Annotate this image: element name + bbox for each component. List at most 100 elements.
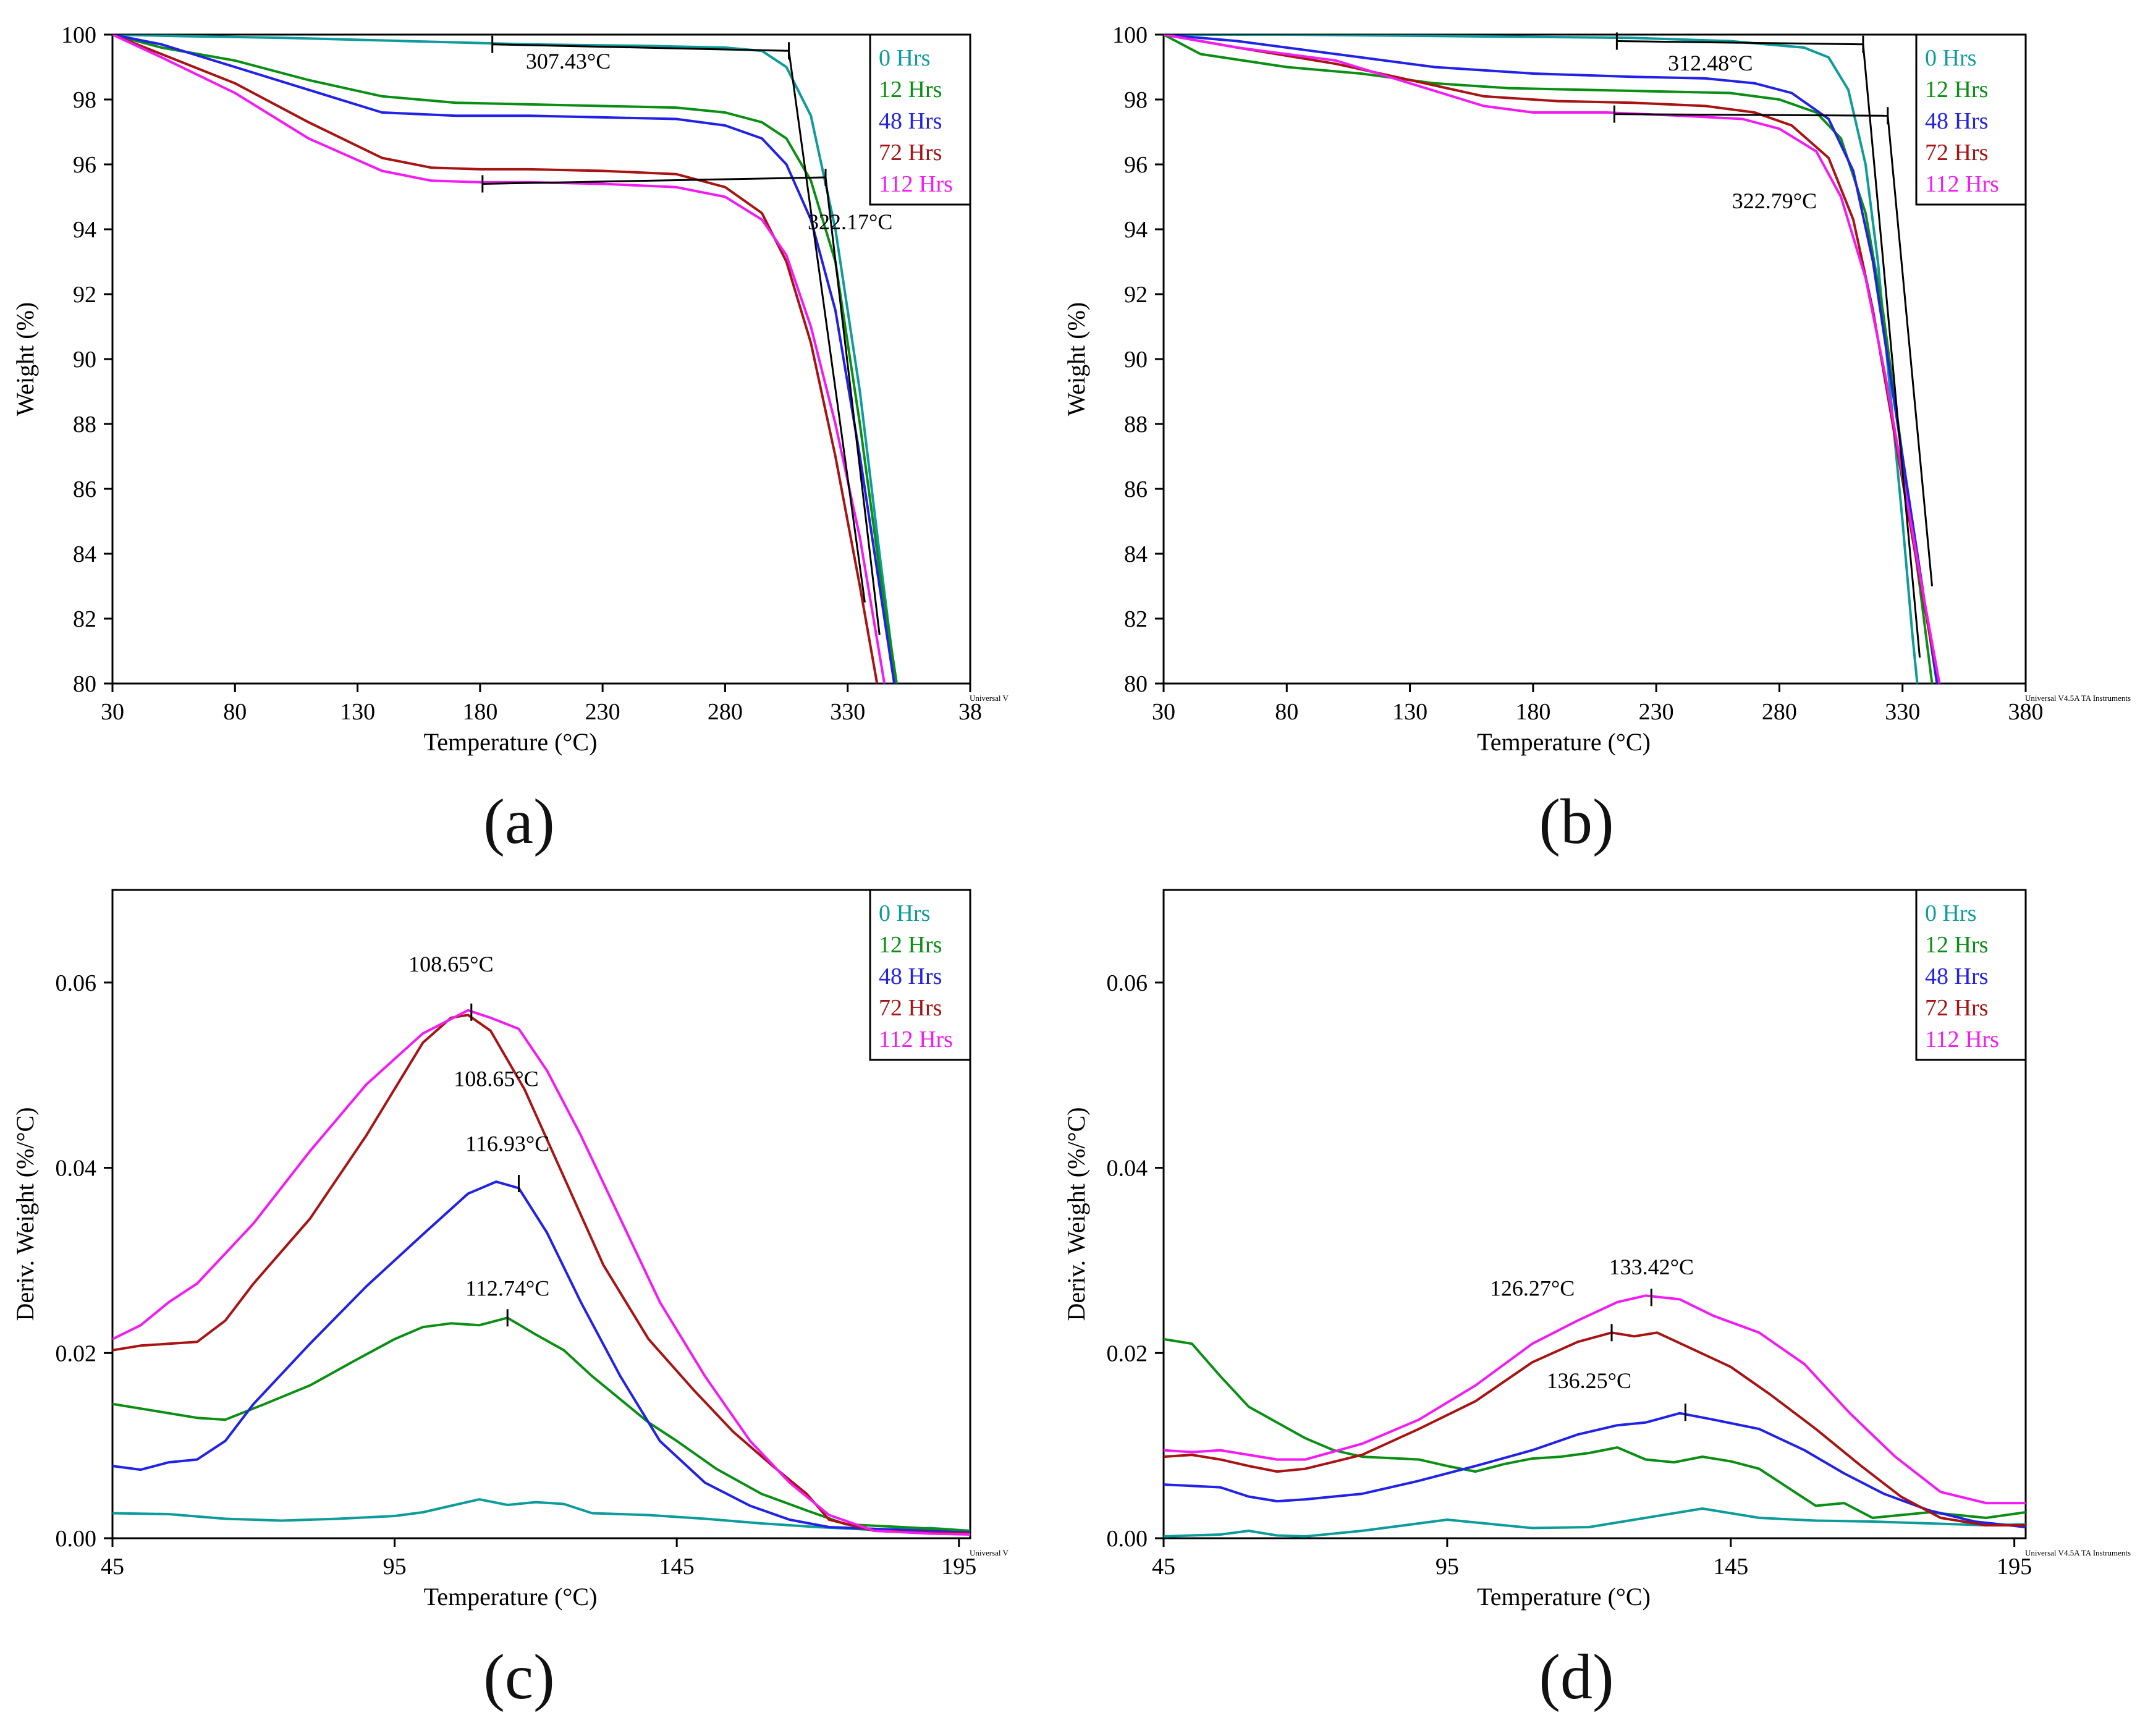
chart-a-x-axis-label: Temperature (°C) (424, 728, 598, 756)
chart-c-svg: 45 95 145 195 0.00 0.02 0.04 0.06 Temperature (°… (11, 889, 1009, 1611)
chart-b-legend-entry-0-hrs: 0 Hrs (1925, 45, 1976, 71)
chart-b-annotation-label: 312.48°C (1668, 51, 1753, 75)
chart-a-annotation-label: 307.43°C (526, 49, 611, 74)
chart-b-footer-text: Universal V4.5A TA Instruments (2025, 693, 2131, 703)
chart-a-ytick-label: 92 (73, 282, 96, 308)
chart-d-series-72-hrs (1164, 1331, 2026, 1526)
chart-c-y-axis-label: Deriv. Weight (%/°C) (11, 1107, 39, 1321)
chart-b-xtick-label: 280 (1762, 699, 1797, 725)
chart-b-svg: 30 80 130 180 230 280 330 380808284868890929496… (1062, 22, 2131, 756)
chart-c-series-0-hrs (112, 1498, 970, 1532)
panel-label-b: (b) (1539, 786, 1614, 857)
chart-c-plot-frame (111, 889, 971, 1539)
chart-c-xtick-label: 145 (659, 1554, 695, 1580)
chart-c-xtick-label: 95 (383, 1554, 407, 1580)
chart-d-series-12-hrs (1164, 1337, 2026, 1519)
chart-b-ytick-label: 88 (1124, 412, 1148, 438)
chart-b-y-axis-label: Weight (%) (1062, 302, 1090, 417)
chart-d-footer-text: Universal V4.5A TA Instruments (2025, 1548, 2131, 1557)
chart-a-onset-line (482, 176, 826, 185)
chart-b-ytick-label: 96 (1124, 152, 1148, 178)
chart-d-xtick-label: 195 (1997, 1554, 2032, 1580)
panel-label-c: (c) (483, 1641, 555, 1713)
chart-d-ytick-label: 0.04 (1107, 1156, 1148, 1182)
chart-c-xtick-label: 195 (941, 1554, 976, 1580)
chart-b-ytick-label: 94 (1124, 217, 1148, 243)
chart-a-xtick-label: 30 (101, 699, 124, 725)
panel-c: 45 95 145 195 0.00 0.02 0.04 0.06 Temperature (°… (0, 868, 1070, 1736)
chart-a-series-0-hrs (112, 35, 898, 684)
chart-d-annotation-label: 133.42°C (1609, 1255, 1694, 1279)
chart-b-xtick-label: 80 (1275, 699, 1298, 725)
chart-c-annotation-label: 112.74°C (465, 1276, 549, 1300)
chart-d-series-112-hrs (1164, 1294, 2026, 1505)
chart-d-annotation-label: 136.25°C (1547, 1368, 1631, 1393)
chart-c-ytick-label: 0.06 (56, 970, 97, 996)
chart-a-footer-text: Universal V (970, 693, 1009, 703)
chart-b-xtick-label: 130 (1392, 699, 1427, 725)
chart-d-xtick-label: 45 (1152, 1554, 1175, 1580)
chart-d-ytick-label: 0.00 (1107, 1526, 1148, 1552)
chart-b-annotation-label: 322.79°C (1732, 188, 1817, 213)
chart-a-ytick-label: 84 (73, 541, 96, 567)
chart-a-legend-entry-112-hrs: 112 Hrs (879, 171, 953, 197)
chart-b-legend-entry-48-hrs: 48 Hrs (1925, 108, 1988, 134)
chart-b-xtick-label: 30 (1152, 699, 1175, 725)
chart-b-legend-entry-12-hrs: 12 Hrs (1925, 77, 1988, 103)
chart-c-legend-entry-12-hrs: 12 Hrs (879, 932, 942, 958)
chart-a-legend-entry-72-hrs: 72 Hrs (879, 140, 942, 166)
chart-d-plot-frame (1162, 889, 2027, 1539)
chart-b-legend-box (1915, 33, 2027, 206)
chart-a-ytick-label: 94 (73, 217, 96, 243)
chart-c-series-48-hrs (112, 1180, 970, 1534)
chart-c-x-axis-label: Temperature (°C) (424, 1583, 598, 1611)
chart-a-ytick-label: 88 (73, 412, 96, 438)
chart-c-legend-entry-112-hrs: 112 Hrs (879, 1027, 953, 1052)
chart-b-series-0-hrs (1164, 35, 1919, 684)
chart-c-ytick-label: 0.02 (56, 1340, 97, 1366)
chart-a-ytick-label: 90 (73, 347, 96, 373)
chart-d-legend-entry-0-hrs: 0 Hrs (1925, 900, 1976, 926)
panel-a: 30 80 130 180 230 280 330 38 80 82 84 86 88 90 92 94 96 9… (0, 0, 1070, 868)
chart-b-ytick-label: 80 (1124, 671, 1148, 697)
chart-a-plot-frame (111, 33, 971, 685)
chart-a-series-72-hrs (112, 35, 879, 684)
chart-a-series-112-hrs (112, 35, 886, 684)
chart-a-annotation-label: 322.17°C (808, 210, 892, 234)
chart-b-ytick-label: 98 (1124, 87, 1148, 113)
chart-a-xtick-label: 38 (958, 699, 982, 725)
chart-c-series-12-hrs (112, 1316, 970, 1532)
chart-d-legend-entry-112-hrs: 112 Hrs (1925, 1027, 1999, 1052)
chart-b-ytick-label: 90 (1124, 347, 1148, 373)
chart-a-series-48-hrs (112, 35, 896, 684)
chart-b-series-12-hrs (1164, 35, 1934, 684)
chart-c-legend-box (869, 889, 971, 1061)
chart-a-ytick-label: 80 (73, 671, 96, 697)
chart-b-ytick-label: 100 (1112, 22, 1148, 48)
chart-a-onset-line (824, 177, 881, 635)
chart-a-y-axis-label: Weight (%) (11, 302, 39, 417)
chart-b-ytick-label: 92 (1124, 282, 1148, 308)
chart-a-legend-entry-48-hrs: 48 Hrs (879, 108, 942, 134)
chart-a-ytick-label: 98 (73, 87, 96, 113)
chart-a-xtick-label: 330 (830, 699, 865, 725)
chart-d-annotation-label: 126.27°C (1490, 1276, 1575, 1300)
chart-a-ytick-label: 82 (73, 606, 96, 632)
chart-b-x-axis-label: Temperature (°C) (1477, 728, 1651, 756)
chart-d-legend-entry-48-hrs: 48 Hrs (1925, 963, 1988, 989)
chart-d-ytick-label: 0.06 (1107, 970, 1148, 996)
chart-a-xtick-label: 130 (340, 699, 375, 725)
chart-b-onset-line (1887, 116, 1934, 586)
chart-d-series-0-hrs (1164, 1507, 2026, 1538)
chart-d-xtick-label: 95 (1436, 1554, 1459, 1580)
chart-b-ytick-label: 82 (1124, 606, 1148, 632)
chart-b-series-112-hrs (1164, 35, 1941, 684)
panel-d: 45 95 145 195 0.00 0.02 0.04 0.06 Temperature (°… (1062, 868, 2140, 1736)
panel-label-a: (a) (483, 786, 555, 857)
chart-c-legend-entry-72-hrs: 72 Hrs (879, 995, 942, 1021)
chart-a-series-12-hrs (112, 35, 898, 684)
chart-d-legend-entry-72-hrs: 72 Hrs (1925, 995, 1988, 1021)
chart-b-ytick-label: 84 (1124, 541, 1148, 567)
chart-a-onset-line (788, 51, 866, 603)
chart-b-plot-frame (1162, 33, 2027, 685)
